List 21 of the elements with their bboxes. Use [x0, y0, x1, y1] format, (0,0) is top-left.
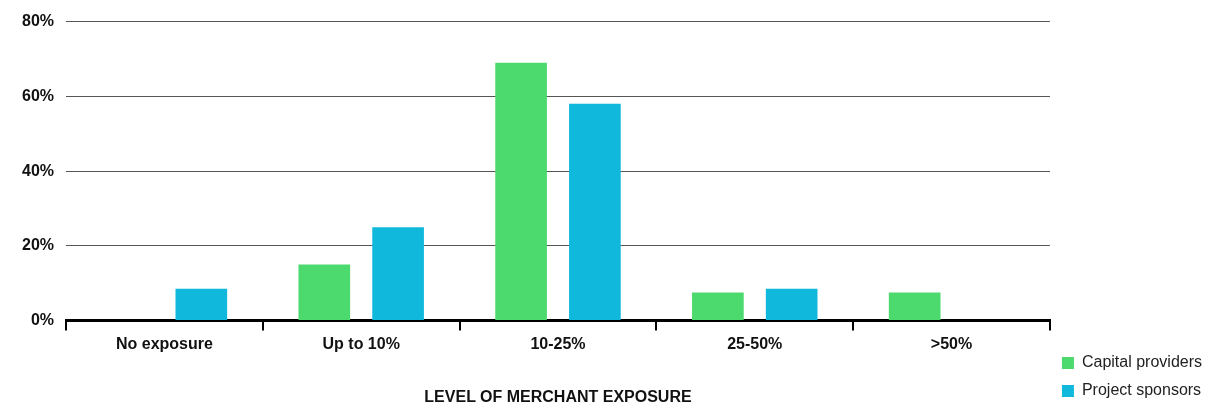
y-tick-label: 0%	[30, 311, 55, 329]
y-tick-label: 80%	[21, 12, 55, 30]
bar	[765, 288, 818, 321]
bar	[888, 292, 941, 321]
x-axis-title: LEVEL OF MERCHANT EXPOSURE	[424, 387, 692, 405]
bar	[569, 103, 621, 321]
x-tick-label: >50%	[930, 334, 973, 352]
x-tick-label: 25-50%	[727, 334, 783, 352]
bar	[175, 288, 228, 321]
bar	[298, 264, 351, 321]
x-tick-label: No exposure	[115, 334, 213, 352]
x-tick-label: 10-25%	[530, 334, 586, 352]
y-tick-label: 40%	[21, 161, 55, 179]
legend-label: Project sponsors	[1081, 381, 1202, 399]
bar	[372, 227, 424, 321]
bar	[692, 292, 744, 321]
bar	[495, 62, 547, 321]
x-tick-label: Up to 10%	[322, 334, 400, 352]
y-tick-label: 20%	[21, 236, 55, 254]
y-tick-label: 60%	[21, 86, 55, 104]
legend-label: Capital providers	[1081, 353, 1203, 371]
